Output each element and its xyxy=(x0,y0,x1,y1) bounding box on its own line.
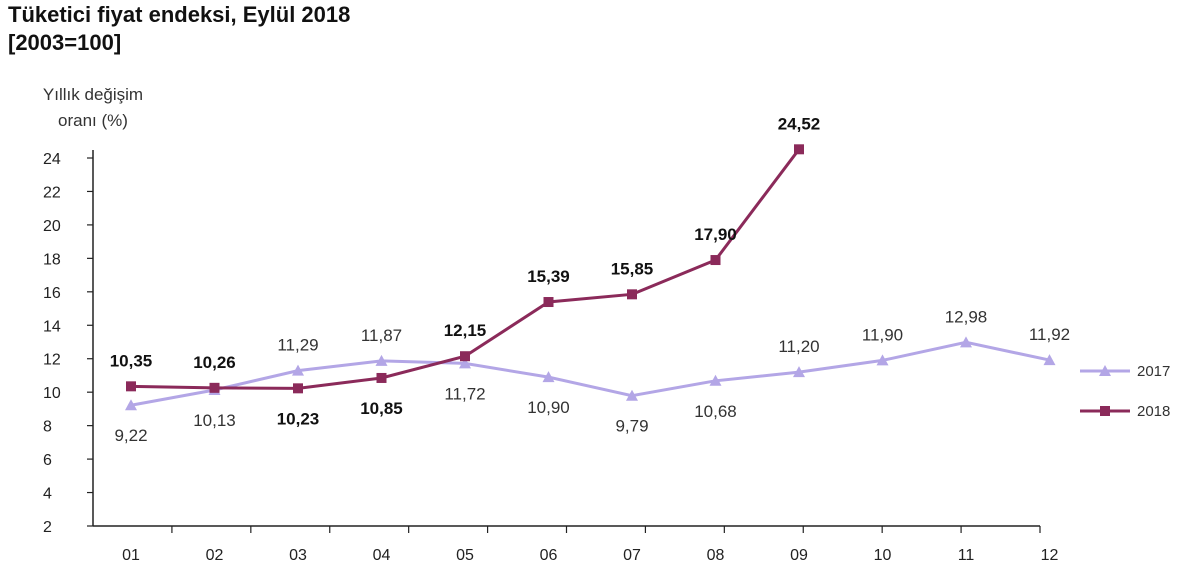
data-point-2018 xyxy=(126,381,136,392)
data-point-2018 xyxy=(543,297,554,308)
data-point-2018 xyxy=(627,289,637,300)
x-tick-label: 02 xyxy=(206,547,224,564)
data-point-2018 xyxy=(209,382,220,393)
series-line-2017 xyxy=(130,340,1050,407)
legend-label-2018: 2018 xyxy=(1137,403,1170,420)
x-tick-label: 07 xyxy=(623,547,641,564)
y-tick-label: 2 xyxy=(43,519,52,536)
data-label-2017: 11,92 xyxy=(1029,325,1070,344)
data-label-2018: 24,52 xyxy=(778,114,821,133)
y-tick-label: 6 xyxy=(43,452,52,469)
data-label-2017: 11,87 xyxy=(361,326,402,345)
data-point-2017 xyxy=(1043,354,1056,366)
data-point-2018 xyxy=(460,351,470,362)
y-tick-label: 10 xyxy=(43,385,61,402)
data-label-2018: 10,26 xyxy=(193,353,236,372)
y-tick-label: 14 xyxy=(43,318,61,335)
data-label-2017: 11,90 xyxy=(862,325,903,344)
x-tick-label: 04 xyxy=(373,547,391,564)
chart-subtitle: [2003=100] xyxy=(8,30,122,55)
data-point-2017 xyxy=(626,389,638,401)
x-tick-label: 05 xyxy=(456,547,474,564)
data-label-2017: 12,98 xyxy=(945,307,988,326)
data-label-2017: 9,22 xyxy=(114,426,147,445)
data-label-2018: 12,15 xyxy=(444,321,487,340)
data-label-2018: 15,85 xyxy=(611,259,654,278)
data-point-2017 xyxy=(960,336,972,348)
data-point-2018 xyxy=(794,144,804,155)
x-tick-label: 06 xyxy=(540,547,558,564)
data-label-2017: 11,72 xyxy=(444,384,485,403)
y-tick-label: 22 xyxy=(43,184,61,201)
data-label-2017: 11,29 xyxy=(277,336,318,355)
x-tick-label: 12 xyxy=(1041,547,1059,564)
x-tick-label: 01 xyxy=(122,547,140,564)
x-tick-label: 10 xyxy=(874,547,892,564)
y-tick-label: 20 xyxy=(43,218,61,235)
data-label-2017: 10,13 xyxy=(193,411,236,430)
y-axis-label: Yıllık değişim oranı (%) xyxy=(42,85,144,130)
y-tick-label: 16 xyxy=(43,285,61,302)
y-tick-label: 8 xyxy=(43,419,52,436)
data-label-2018: 10,85 xyxy=(360,399,403,418)
data-label-2018: 10,23 xyxy=(277,409,320,428)
data-point-2017 xyxy=(793,366,805,378)
y-tick-label: 24 xyxy=(43,151,61,168)
data-label-2017: 10,90 xyxy=(527,398,570,417)
data-point-2017 xyxy=(709,374,722,386)
chart-title: Tüketici fiyat endeksi, Eylül 2018 xyxy=(8,2,351,27)
data-label-2018: 10,35 xyxy=(110,351,153,370)
data-label-2018: 15,39 xyxy=(527,267,570,286)
data-point-2017 xyxy=(542,371,555,383)
x-tick-label: 09 xyxy=(790,547,808,564)
y-tick-label: 4 xyxy=(43,486,52,503)
data-point-2018 xyxy=(710,255,721,266)
data-point-2017 xyxy=(125,399,137,411)
data-label-2017: 11,20 xyxy=(778,337,819,356)
x-tick-label: 03 xyxy=(289,547,307,564)
legend-marker-2017 xyxy=(1099,365,1111,376)
y-tick-label: 12 xyxy=(43,352,61,369)
legend-marker-2018 xyxy=(1100,406,1110,416)
data-point-2017 xyxy=(292,364,304,376)
data-label-2017: 9,79 xyxy=(615,417,648,436)
data-point-2018 xyxy=(376,372,387,383)
data-point-2017 xyxy=(375,354,388,366)
legend-label-2017: 2017 xyxy=(1137,363,1170,380)
data-label-2017: 10,68 xyxy=(694,402,737,421)
data-point-2017 xyxy=(459,357,471,369)
x-tick-label: 11 xyxy=(958,547,975,564)
data-label-2018: 17,90 xyxy=(694,225,737,244)
x-tick-label: 08 xyxy=(707,547,725,564)
y-tick-label: 18 xyxy=(43,251,61,268)
data-point-2017 xyxy=(876,354,889,366)
data-point-2018 xyxy=(293,383,303,394)
